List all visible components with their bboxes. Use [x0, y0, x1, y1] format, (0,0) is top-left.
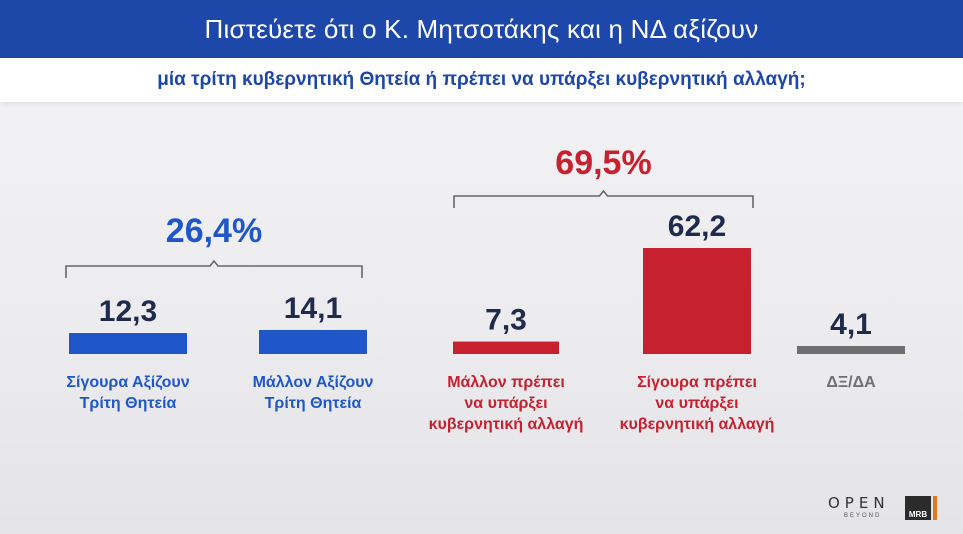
group-total-label-2: 69,5%	[555, 144, 651, 182]
value-label-2: 14,1	[284, 292, 342, 325]
group-bracket-1	[65, 259, 363, 278]
category-label-4-line-2: να υπάρξει	[655, 395, 738, 412]
chart-subtitle: μία τρίτη κυβερνητική Θητεία ή πρέπει να…	[0, 58, 963, 102]
bar-5	[797, 346, 905, 354]
bar-1	[69, 333, 187, 354]
category-label-4-line-3: κυβερνητική αλλαγή	[620, 416, 775, 433]
value-label-5: 4,1	[830, 308, 872, 341]
group-bracket-2	[453, 189, 754, 208]
category-label-4-line-1: Σίγουρα πρέπει	[637, 374, 757, 391]
brand-accent-bar	[933, 496, 937, 520]
category-label-3-line-1: Μάλλον πρέπει	[447, 374, 565, 391]
bar-3	[453, 341, 559, 354]
category-label-2-line-1: Μάλλον Αξίζουν	[253, 374, 374, 391]
value-label-4: 62,2	[668, 210, 726, 243]
open-logo-tagline: BEYOND	[844, 513, 882, 519]
category-label-5-line-1: ΔΞ/ΔΑ	[826, 374, 876, 391]
group-total-label-1: 26,4%	[166, 212, 262, 250]
category-label-1-line-1: Σίγουρα Αξίζουν	[66, 374, 189, 391]
category-label-3-line-3: κυβερνητική αλλαγή	[429, 416, 584, 433]
bar-2	[259, 329, 367, 354]
category-label-2-line-2: Τρίτη Θητεία	[265, 395, 362, 412]
value-label-3: 7,3	[485, 304, 527, 337]
mrb-logo: MRB	[905, 496, 931, 520]
value-label-1: 12,3	[99, 295, 157, 328]
open-logo: OPEN	[828, 494, 890, 512]
chart-title: Πιστεύετε ότι ο Κ. Μητσοτάκης και η ΝΔ α…	[0, 0, 963, 58]
bar-4	[643, 248, 751, 354]
category-label-1-line-2: Τρίτη Θητεία	[80, 395, 177, 412]
category-label-3-line-2: να υπάρξει	[464, 395, 547, 412]
